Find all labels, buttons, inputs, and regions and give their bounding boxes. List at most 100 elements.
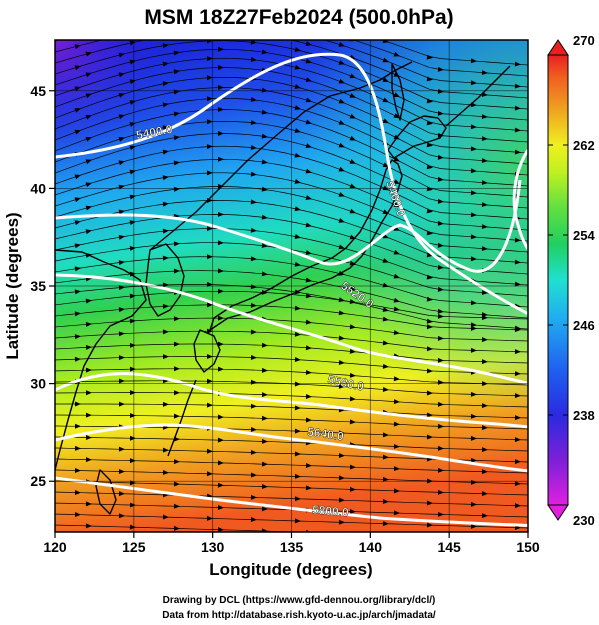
streamline-arrow xyxy=(514,459,521,465)
streamline-arrow xyxy=(217,437,224,443)
streamline-arrow xyxy=(349,113,356,119)
streamline-arrow xyxy=(129,318,136,324)
manchuria-coast xyxy=(149,61,413,251)
streamline-arrow xyxy=(261,484,268,490)
streamline-arrow xyxy=(306,552,312,557)
contour-line-5460 xyxy=(55,179,522,273)
streamline-arrow xyxy=(437,489,444,495)
streamline-arrow xyxy=(74,356,81,362)
japan-honshu-coast xyxy=(209,159,403,331)
streamline-arrow xyxy=(250,227,257,233)
streamline-arrow xyxy=(129,145,136,151)
streamline-arrow xyxy=(437,313,444,319)
streamline-arrow xyxy=(162,149,169,155)
streamline xyxy=(55,330,528,353)
streamline-arrow xyxy=(206,254,213,260)
streamline-arrow xyxy=(217,211,224,217)
streamline-arrow xyxy=(251,539,257,544)
streamline-arrow xyxy=(305,222,312,228)
streamline-arrow xyxy=(349,396,356,402)
streamline-arrow xyxy=(206,378,213,384)
y-tick-label-40: 40 xyxy=(30,180,46,196)
streamline-arrow xyxy=(437,264,444,270)
streamline-arrow xyxy=(74,197,81,203)
streamline-arrow xyxy=(85,51,92,57)
colorbar: 230 238 246 254 262 270 xyxy=(547,33,595,528)
streamline-arrow xyxy=(437,220,444,226)
streamline-arrow xyxy=(217,505,224,511)
streamline-arrow xyxy=(393,273,400,279)
streamline-arrow xyxy=(261,506,268,512)
streamline-arrow xyxy=(382,185,389,191)
streamline-arrow xyxy=(481,315,488,321)
streamline-arrow xyxy=(294,128,301,133)
streamline-arrow xyxy=(382,307,389,312)
map-title: MSM 18Z27Feb2024 (500.0hPa) xyxy=(144,6,453,29)
streamline-arrow xyxy=(250,302,257,308)
streamline-arrow xyxy=(514,237,521,243)
streamline-arrow xyxy=(206,226,213,232)
streamline-arrow xyxy=(481,70,488,76)
streamline-arrow xyxy=(74,490,81,496)
streamline-arrow xyxy=(338,335,345,341)
streamline-arrow xyxy=(118,491,125,497)
streamline-arrow xyxy=(349,159,356,164)
streamline-arrow xyxy=(481,136,488,142)
streamline xyxy=(55,40,528,110)
streamline-arrow xyxy=(338,360,345,366)
streamline xyxy=(55,158,528,231)
streamline-arrow xyxy=(470,391,477,397)
streamline-arrow xyxy=(426,296,433,302)
streamline-arrow xyxy=(515,569,521,574)
streamline-arrow xyxy=(437,286,444,292)
streamline-arrow xyxy=(119,557,125,562)
colorbar-tick-label-254: 254 xyxy=(573,228,595,243)
streamline-arrow xyxy=(426,76,433,82)
streamline-arrow xyxy=(250,427,257,433)
streamline-arrow xyxy=(217,106,224,112)
streamline-arrow xyxy=(173,341,180,347)
streamline-arrow xyxy=(174,32,180,38)
korea-coast xyxy=(145,243,185,317)
x-tick-label-125: 125 xyxy=(122,539,146,555)
streamline-arrow xyxy=(426,208,433,214)
streamline-arrow xyxy=(129,122,136,127)
streamline-arrow xyxy=(173,135,180,141)
streamline-arrow xyxy=(514,415,521,421)
streamline-arrow xyxy=(118,160,125,166)
streamline-arrow xyxy=(426,318,433,324)
streamline-arrow xyxy=(294,357,301,363)
streamline-arrow xyxy=(514,149,521,155)
streamline-arrow xyxy=(470,322,477,328)
contour-line-5580 xyxy=(55,372,528,429)
streamline-arrow xyxy=(481,246,488,252)
streamline-arrow xyxy=(217,482,224,488)
streamline-arrow xyxy=(261,367,268,373)
streamline-arrow xyxy=(338,244,345,250)
streamline-arrow xyxy=(338,430,345,436)
streamline-arrow xyxy=(217,527,224,532)
streamline-arrow xyxy=(305,277,312,283)
streamline-arrow xyxy=(250,199,257,205)
streamline-arrow xyxy=(217,288,224,294)
contour-line-5640 xyxy=(55,423,528,473)
streamline-arrow xyxy=(338,519,345,525)
streamline-arrow xyxy=(338,119,345,125)
streamline-arrow xyxy=(514,437,521,443)
streamline-arrow xyxy=(393,443,400,449)
streamline-arrow xyxy=(305,369,312,375)
streamline-arrow xyxy=(426,412,433,418)
contour-line-5400 xyxy=(55,52,528,316)
streamline-arrow xyxy=(129,502,136,508)
streamline-arrow xyxy=(294,496,301,502)
streamline-arrow xyxy=(261,392,268,398)
streamline-arrow xyxy=(350,553,356,558)
streamline-arrow xyxy=(118,307,125,313)
streamline-arrow xyxy=(250,56,257,62)
streamline-arrow xyxy=(305,529,312,532)
streamline-arrow xyxy=(393,466,400,472)
streamline xyxy=(55,270,528,319)
streamline-arrow xyxy=(338,497,345,503)
streamline-arrow xyxy=(437,467,444,473)
streamline-arrow xyxy=(250,120,257,126)
